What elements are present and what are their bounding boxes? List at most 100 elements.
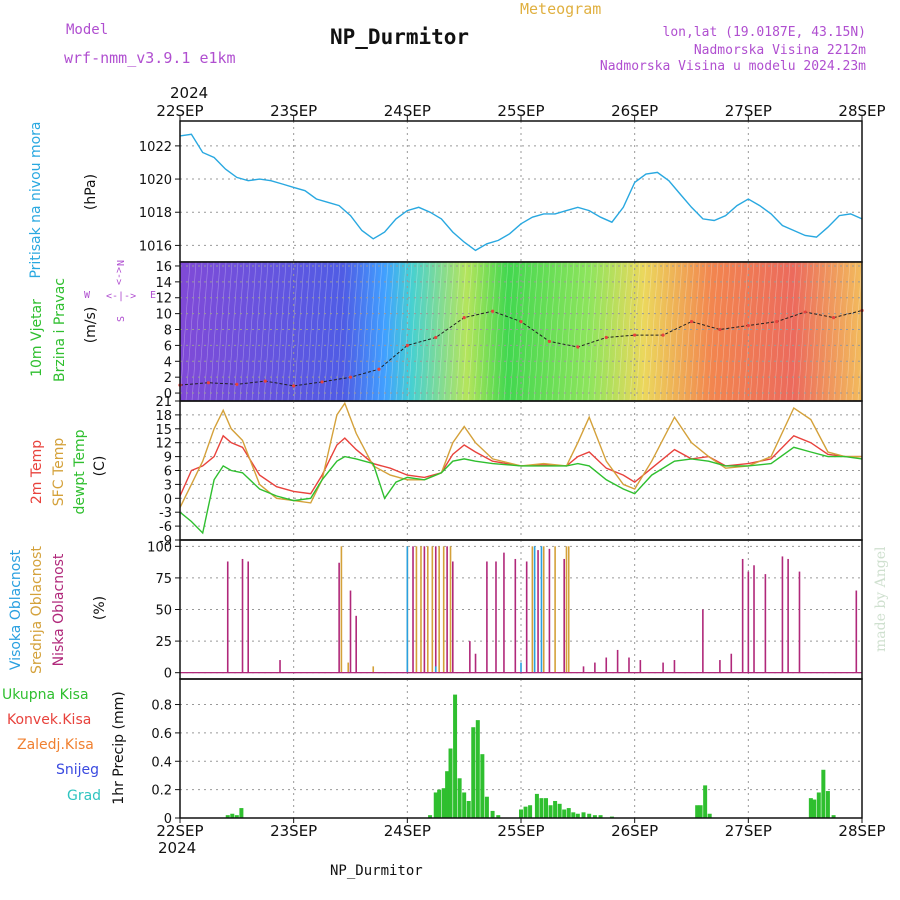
bar-precipitation: [523, 806, 528, 818]
wind-hatch-line: [749, 261, 761, 402]
x-tick-label-top: 25SEP: [497, 102, 544, 120]
wind-hatch-line: [437, 261, 449, 402]
series-line: [179, 133, 863, 252]
wind-speed-point: [547, 339, 552, 344]
wind-hatch-line: [263, 261, 275, 402]
wind-hatch-line: [305, 261, 317, 402]
cloud-unit: (%): [92, 596, 108, 620]
wind-speed-point: [519, 319, 523, 324]
wind-hatch-line: [485, 261, 497, 402]
wind-hatch-line: [443, 261, 455, 402]
wind-hatch-line: [461, 261, 473, 402]
panel-clouds: 0 25 50 75 100: [147, 539, 863, 682]
wind-hatch-line: [737, 261, 749, 402]
bar-clouds: [563, 558, 565, 673]
temp-unit: (C): [92, 456, 108, 477]
wind-hatch-line: [563, 261, 575, 402]
bar-clouds: [415, 546, 418, 673]
wind-hatch-line: [401, 261, 413, 402]
bar-clouds: [753, 565, 755, 673]
bar-precipitation: [598, 815, 603, 818]
wind-hatch-line: [311, 261, 323, 402]
bar-clouds: [474, 653, 477, 673]
bar-precipitation: [225, 815, 230, 818]
wind-hatch-line: [413, 261, 425, 402]
wind-hatch-line: [647, 261, 659, 402]
bar-clouds: [503, 552, 505, 673]
cloud-label-mid: Srednja Oblacnost: [29, 546, 45, 674]
cloud-label-high: Visoka Oblacnost: [8, 549, 24, 670]
y-tick-label: 0.4: [151, 755, 172, 770]
bar-clouds: [420, 546, 422, 673]
wind-speed-point: [377, 367, 381, 371]
wind-hatch-line: [407, 261, 419, 402]
wind-hatch-line: [491, 261, 503, 402]
x-tick-label-top: 22SEP: [156, 102, 203, 120]
bar-clouds: [514, 558, 517, 673]
bar-precipitation: [539, 798, 544, 818]
wind-hatch-line: [329, 261, 341, 402]
wind-hatch-line: [449, 261, 461, 402]
wind-hatch-line: [287, 261, 299, 402]
wind-hatch-line: [809, 261, 821, 402]
wind-speed-point: [576, 345, 580, 349]
x-tick-label-top: 28SEP: [838, 102, 885, 120]
y-tick-label: 14: [155, 276, 172, 291]
bar-clouds: [442, 546, 445, 673]
wind-hatch-line: [275, 261, 287, 402]
temp-label-dewpt: dewpt Temp: [72, 429, 88, 514]
wind-hatch-line: [473, 261, 485, 402]
bar-clouds: [226, 561, 229, 673]
wind-hatch-line: [257, 261, 269, 402]
y-tick-label: 0: [164, 812, 172, 827]
wind-hatch-line: [797, 261, 809, 402]
wind-hatch-line: [611, 261, 623, 402]
wind-hatch-line: [389, 261, 401, 402]
bar-clouds: [247, 561, 249, 673]
bar-precipitation: [812, 799, 817, 818]
wind-hatch-line: [839, 261, 851, 402]
y-tick-label: 8: [164, 324, 172, 339]
bar-clouds: [452, 561, 454, 673]
wind-hatch-line: [419, 261, 431, 402]
wind-hatch-line: [293, 261, 305, 402]
wind-hatch-line: [233, 261, 245, 402]
bar-precipitation: [466, 800, 471, 818]
y-tick-label: 12: [155, 437, 172, 452]
wind-hatch-line: [605, 261, 617, 402]
y-tick-label: 1020: [139, 173, 172, 188]
bar-clouds: [719, 660, 721, 673]
wind-hatch-line: [335, 261, 347, 402]
bar-clouds: [567, 546, 570, 673]
bar-clouds: [787, 558, 789, 673]
product-label: Meteogram: [520, 0, 601, 18]
bar-clouds: [347, 662, 350, 673]
wind-hatch-line: [845, 261, 857, 402]
wind-hatch-line: [179, 261, 191, 402]
wind-speed-point: [490, 309, 495, 313]
bar-precipitation: [437, 789, 442, 818]
wind-hatch-line: [215, 261, 227, 402]
bar-precipitation: [496, 815, 501, 818]
wind-hatch-line: [431, 261, 443, 402]
legend-freezing-rain: Zaledj.Kisa: [17, 737, 94, 753]
bar-precipitation: [548, 805, 553, 818]
footer-station: NP_Durmitor: [330, 863, 423, 879]
y-tick-label: 0: [164, 667, 172, 682]
bar-clouds: [338, 562, 340, 673]
temp-label-sfc: SFC Temp: [51, 438, 67, 507]
y-tick-label: 2: [164, 371, 172, 386]
wind-hatch-line: [479, 261, 491, 402]
wind-hatch-line: [701, 261, 713, 402]
wind-hatch-line: [617, 261, 629, 402]
bar-precipitation: [698, 805, 703, 818]
y-tick-label: 6: [164, 339, 172, 354]
wind-speed-point: [633, 333, 637, 337]
bar-clouds: [616, 649, 619, 673]
bar-precipitation: [457, 778, 462, 818]
cloud-label-low: Niska Oblacnost: [51, 553, 67, 666]
y-tick-label: 50: [155, 604, 172, 619]
wind-hatch-line: [629, 261, 641, 402]
wind-hatch-line: [623, 261, 635, 402]
